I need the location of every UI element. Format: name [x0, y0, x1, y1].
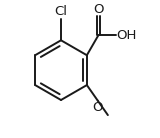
- Text: O: O: [92, 101, 103, 114]
- Text: Cl: Cl: [55, 5, 68, 18]
- Text: O: O: [93, 3, 104, 16]
- Text: OH: OH: [117, 29, 137, 42]
